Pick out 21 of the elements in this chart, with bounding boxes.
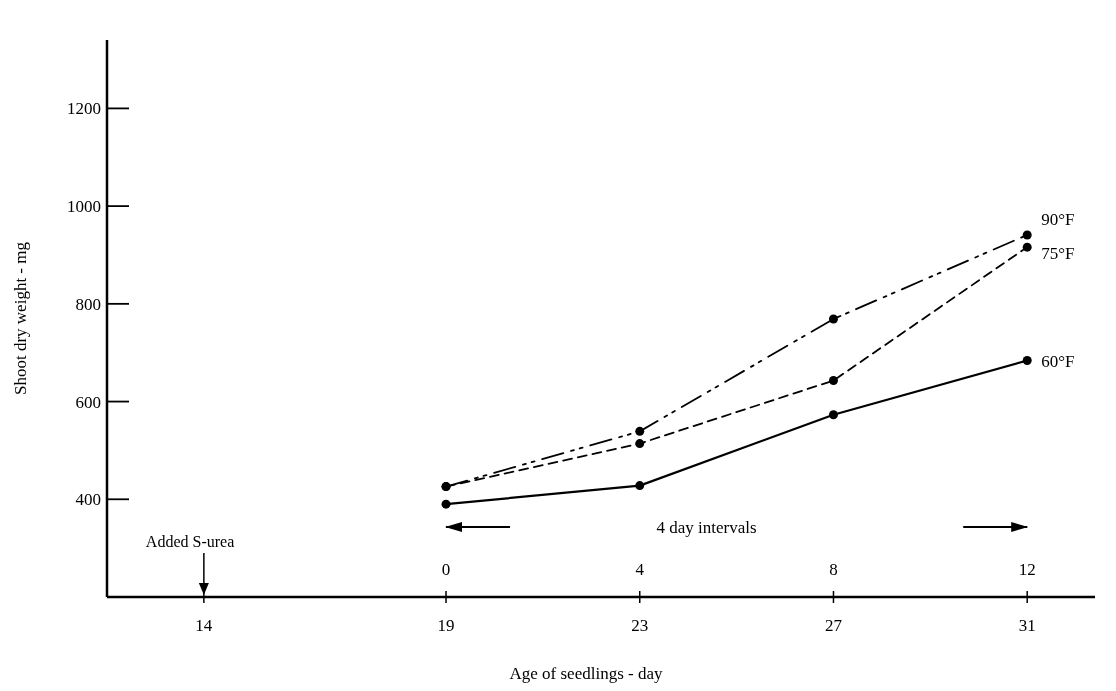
x2-tick-label: 0	[441, 560, 451, 579]
series-label: 60°F	[1041, 351, 1075, 371]
y-tick-label: 1000	[67, 197, 101, 217]
x-tick-label: 19	[437, 616, 455, 635]
x-tick-label: 14	[195, 616, 213, 635]
x-axis-title: Age of seedlings - day	[509, 664, 663, 683]
series-label: 75°F	[1041, 244, 1075, 264]
x-tick-label: 27	[824, 616, 843, 635]
y-tick-label: 1200	[67, 99, 101, 119]
x-tick-label: 31	[1018, 616, 1036, 635]
series-label: 90°F	[1041, 209, 1075, 229]
y-tick-label: 800	[75, 294, 101, 314]
annotation: 4 day intervals	[656, 517, 757, 537]
x2-tick-label: 8	[829, 560, 838, 579]
x2-tick-label: 4	[635, 560, 645, 579]
annotation: Added S-urea	[145, 533, 235, 550]
y-tick-label: 400	[75, 490, 101, 510]
x-tick-label: 23	[631, 616, 649, 635]
x2-tick-label: 12	[1018, 560, 1036, 579]
y-tick-label: 600	[75, 392, 101, 412]
y-axis-title: Shoot dry weight - mg	[11, 241, 30, 395]
